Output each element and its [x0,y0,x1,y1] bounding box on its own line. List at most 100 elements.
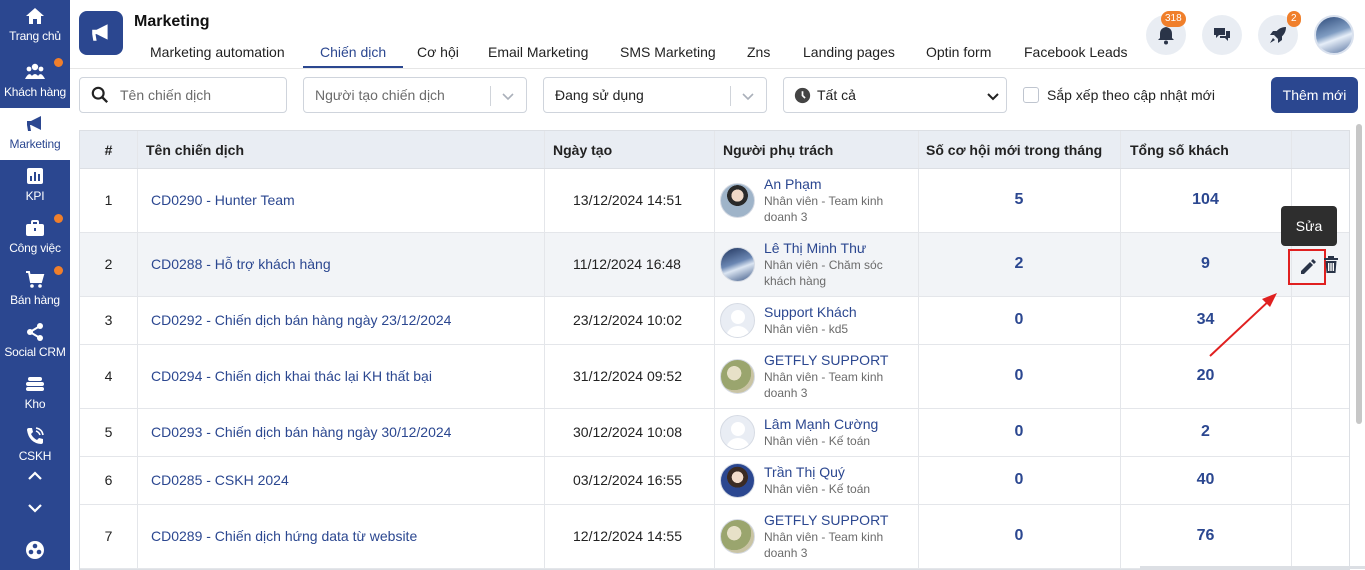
tab-marketing-automation[interactable]: Marketing automation [150,44,285,60]
created-date: 03/12/2024 16:55 [573,472,682,488]
created-date: 11/12/2024 16:48 [573,256,681,272]
avatar [720,183,755,218]
sidebar-item-customers[interactable]: Khách hàng [0,56,70,108]
sidebar-item-kpi[interactable]: KPI [0,160,70,212]
campaign-name-link[interactable]: CD0290 - Hunter Team [151,192,295,208]
sidebar-item-sales[interactable]: Bán hàng [0,264,70,316]
tab-sms-marketing[interactable]: SMS Marketing [620,44,716,60]
owner-name[interactable]: Support Khách [764,304,857,320]
users-icon [25,63,45,79]
campaign-name-link[interactable]: CD0285 - CSKH 2024 [151,472,289,488]
table-row[interactable]: 4 CD0294 - Chiến dịch khai thác lại KH th… [80,345,1349,409]
sidebar-item-social-crm[interactable]: Social CRM [0,316,70,368]
sort-by-update-checkbox[interactable] [1023,87,1039,103]
campaign-name-link[interactable]: CD0292 - Chiến dịch bán hàng ngày 23/12/… [151,312,452,328]
stack-icon [26,377,44,391]
share-icon [27,323,43,341]
sidebar-item-marketing[interactable]: Marketing [0,108,70,160]
table-row[interactable]: 2 CD0288 - Hỗ trợ khách hàng 11/12/2024 16… [80,233,1349,297]
total-customers-count[interactable]: 76 [1196,527,1215,544]
user-avatar[interactable] [1314,15,1354,55]
tab-zns[interactable]: Zns [747,44,771,60]
table-row[interactable]: 1 CD0290 - Hunter Team 13/12/2024 14:51 An … [80,169,1349,233]
column-header-owner[interactable]: Người phụ trách [723,142,834,158]
support-icon[interactable] [25,540,45,560]
row-index: 1 [104,192,113,208]
search-placeholder: Tên chiến dịch [120,87,212,103]
table-row[interactable]: 7 CD0289 - Chiến dịch hứng data từ websit… [80,505,1349,569]
trash-icon[interactable] [1324,256,1338,273]
sidebar-item-cskh[interactable]: CSKH [0,420,70,472]
new-opps-count[interactable]: 2 [1014,255,1024,272]
new-opps-count[interactable]: 0 [1014,423,1024,440]
column-header-index: # [104,142,113,158]
notification-badge: 318 [1161,11,1186,27]
new-opps-count[interactable]: 0 [1014,471,1024,488]
column-header-name[interactable]: Tên chiến dịch [146,142,245,158]
row-index: 5 [104,424,113,440]
chevron-down-icon [502,93,514,101]
campaign-name-link[interactable]: CD0289 - Chiến dịch hứng data từ website [151,528,418,544]
total-customers-count[interactable]: 104 [1192,191,1219,208]
search-input[interactable]: Tên chiến dịch [79,77,287,113]
owner-name[interactable]: An Phạm [764,176,822,192]
owner-info: An Phạm Nhân viên - Team kinh doanh 3 [764,175,914,225]
status-select[interactable]: Đang sử dụng [543,77,767,113]
total-customers-count[interactable]: 9 [1201,255,1210,272]
owner-name[interactable]: Lâm Mạnh Cường [764,416,879,432]
status-value: Đang sử dụng [555,87,644,103]
tab-facebook-leads[interactable]: Facebook Leads [1024,44,1128,60]
total-customers-count[interactable]: 34 [1196,311,1215,328]
tab-opportunities[interactable]: Cơ hội [417,44,459,60]
sidebar-item-home[interactable]: Trang chủ [0,0,70,52]
owner-name[interactable]: Trần Thị Quý [764,464,845,480]
add-new-button[interactable]: Thêm mới [1271,77,1358,113]
table-body: 1 CD0290 - Hunter Team 13/12/2024 14:51 An … [80,169,1349,569]
chevron-down-icon[interactable] [25,498,45,518]
chevron-up-icon[interactable] [25,466,45,486]
annotation-arrow [1209,293,1277,357]
table-row[interactable]: 5 CD0293 - Chiến dịch bán hàng ngày 30/12… [80,409,1349,457]
table-header: # Tên chiến dịch Ngày tạo Người phụ trác… [80,131,1349,169]
new-opps-count[interactable]: 0 [1014,527,1024,544]
module-logo [79,11,123,55]
tab-email-marketing[interactable]: Email Marketing [488,44,589,60]
tab-optin-form[interactable]: Optin form [926,44,992,60]
owner-info: Trần Thị Quý Nhân viên - Kế toán [764,463,914,497]
owner-name[interactable]: GETFLY SUPPORT [764,512,889,528]
owner-info: GETFLY SUPPORT Nhân viên - Team kinh doan… [764,511,914,561]
horizontal-scrollbar[interactable] [1140,566,1365,569]
owner-name[interactable]: Lê Thị Minh Thư [764,240,867,256]
table-row[interactable]: 6 CD0285 - CSKH 2024 03/12/2024 16:55 Trần … [80,457,1349,505]
owner-name[interactable]: GETFLY SUPPORT [764,352,889,368]
owner-info: GETFLY SUPPORT Nhân viên - Team kinh doan… [764,351,914,401]
megaphone-icon [27,116,41,131]
vertical-scrollbar[interactable] [1356,124,1362,424]
total-customers-count[interactable]: 2 [1201,423,1210,440]
edit-button[interactable] [1288,249,1326,285]
tab-campaigns[interactable]: Chiến dịch [303,34,404,68]
column-header-total[interactable]: Tổng số khách [1130,142,1229,158]
chevron-down-icon [987,93,999,101]
sidebar-item-tasks[interactable]: Công việc [0,212,70,264]
column-header-date[interactable]: Ngày tạo [553,142,613,158]
new-opps-count[interactable]: 0 [1014,311,1024,328]
chat-button[interactable] [1202,15,1242,55]
new-opps-count[interactable]: 0 [1014,367,1024,384]
campaign-name-link[interactable]: CD0294 - Chiến dịch khai thác lại KH thấ… [151,368,432,384]
total-customers-count[interactable]: 20 [1196,367,1215,384]
row-index: 3 [104,312,113,328]
campaign-name-link[interactable]: CD0293 - Chiến dịch bán hàng ngày 30/12/… [151,424,452,440]
time-select[interactable]: Tất cả [783,77,1007,113]
created-date: 23/12/2024 10:02 [573,312,682,328]
avatar [720,519,755,554]
chat-icon [1214,28,1230,41]
table-row[interactable]: 3 CD0292 - Chiến dịch bán hàng ngày 23/12… [80,297,1349,345]
creator-select[interactable]: Người tạo chiến dịch [303,77,527,113]
campaign-name-link[interactable]: CD0288 - Hỗ trợ khách hàng [151,256,331,272]
tab-landing-pages[interactable]: Landing pages [803,44,895,60]
total-customers-count[interactable]: 40 [1196,471,1215,488]
sidebar-item-warehouse[interactable]: Kho [0,368,70,420]
new-opps-count[interactable]: 5 [1014,191,1024,208]
column-header-new-opps[interactable]: Số cơ hội mới trong tháng [926,142,1103,158]
